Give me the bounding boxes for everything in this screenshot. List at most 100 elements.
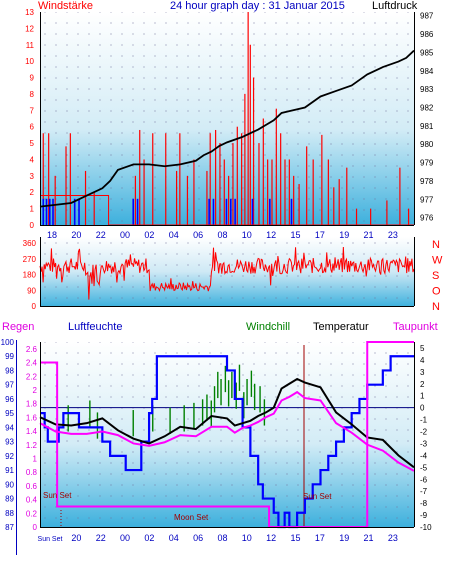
dewpoint-line	[39, 390, 415, 472]
wind-bars	[40, 12, 414, 226]
climate-x-tick-label: 08	[217, 533, 227, 543]
wind-x-tick-label: 20	[71, 230, 81, 240]
humidity-tick-label: 89	[5, 495, 14, 504]
humidity-tick-label: 94	[5, 423, 14, 432]
temperature-tick-label: 1	[420, 392, 425, 401]
climate-x-tick-label: 23	[388, 533, 398, 543]
dewpoint-label: Taupunkt	[393, 321, 438, 333]
climate-x-tick-label: 02	[144, 533, 154, 543]
rain-tick-label: 0.2	[26, 509, 38, 518]
humidity-tick-label: 92	[5, 452, 14, 461]
humidity-tick-label: 97	[5, 381, 14, 390]
pressure-tick-label: 982	[420, 103, 434, 112]
humidity-tick-label: 88	[5, 509, 14, 518]
temperature-label: Temperatur	[313, 321, 369, 333]
climate-x-tick-label: 12	[266, 533, 276, 543]
humidity-tick-label: 87	[5, 523, 14, 532]
rain-tick-label: 0	[33, 523, 38, 532]
humidity-tick-label: 91	[5, 466, 14, 475]
wind-tick-label: 6	[30, 123, 35, 132]
humidity-line	[40, 355, 414, 529]
wind-x-tick-label: 10	[242, 230, 252, 240]
rain-label: Regen	[2, 321, 34, 333]
wind-tick-label: 3	[30, 172, 35, 181]
wind-tick-label: 9	[30, 74, 35, 83]
pressure-tick-label: 980	[420, 140, 434, 149]
rain-tick-label: 1.4	[26, 427, 38, 436]
wind-x-tick-label: 17	[315, 230, 325, 240]
rain-tick-label: 1	[33, 454, 38, 463]
wind-tick-label: 13	[25, 8, 34, 17]
temperature-tick-label: -6	[420, 475, 428, 484]
wind-tick-label: 0	[30, 221, 35, 230]
rain-tick-label: 0.6	[26, 482, 38, 491]
rain-tick-label: 1.6	[26, 413, 38, 422]
climate-x-tick-label: 17	[315, 533, 325, 543]
direction-tick-label: 90	[27, 286, 36, 295]
chart-title: 24 hour graph day : 31 Januar 2015	[170, 0, 345, 12]
windchill-label: Windchill	[246, 321, 290, 333]
temperature-tick-label: -5	[420, 463, 428, 472]
pressure-tick-label: 987	[420, 12, 434, 21]
temperature-tick-label: -9	[420, 511, 428, 520]
wind-tick-label: 5	[30, 139, 35, 148]
rain-tick-label: 2.6	[26, 345, 38, 354]
rain-tick-label: 2.2	[26, 372, 38, 381]
temperature-tick-label: 4	[420, 356, 425, 365]
pressure-axis-label: Luftdruck	[372, 0, 418, 12]
climate-x-tick-label: 15	[290, 533, 300, 543]
direction-tick-label: 270	[23, 255, 37, 264]
wind-tick-label: 10	[25, 57, 34, 66]
temperature-tick-label: 2	[420, 380, 425, 389]
humidity-tick-label: 93	[5, 438, 14, 447]
temperature-tick-label: -3	[420, 439, 428, 448]
wind-x-tick-label: 15	[290, 230, 300, 240]
pressure-tick-label: 978	[420, 177, 434, 186]
wind-x-tick-label: 06	[193, 230, 203, 240]
pressure-tick-label: 986	[420, 30, 434, 39]
rain-tick-label: 1.2	[26, 441, 38, 450]
compass-label: N	[432, 239, 440, 251]
pressure-tick-label: 984	[420, 67, 434, 76]
pressure-tick-label: 985	[420, 48, 434, 57]
climate-x-tick-label: 00	[120, 533, 130, 543]
climate-x-tick-label: 19	[339, 533, 349, 543]
temperature-tick-label: -7	[420, 487, 428, 496]
wind-x-tick-label: 19	[339, 230, 349, 240]
compass-label: N	[432, 301, 440, 313]
wind-x-tick-label: 04	[169, 230, 179, 240]
annotation-sun-set-left: Sun Set	[43, 491, 72, 500]
rain-tick-label: 2.4	[26, 359, 38, 368]
wind-x-tick-label: 00	[120, 230, 130, 240]
temperature-tick-label: -4	[420, 451, 428, 460]
direction-tick-label: 360	[23, 239, 37, 248]
climate-x-tick-label: 20	[71, 533, 81, 543]
rain-tick-label: 2	[33, 386, 38, 395]
temperature-tick-label: -2	[420, 428, 428, 437]
wind-tick-label: 11	[26, 41, 35, 50]
wind-tick-label: 4	[30, 155, 35, 164]
temperature-tick-label: 3	[420, 368, 425, 377]
climate-x-tick-label: 04	[169, 533, 179, 543]
rain-tick-label: 0.8	[26, 468, 38, 477]
climate-panel: 8788899091929394959697989910000.20.40.60…	[1, 338, 432, 543]
pressure-tick-label: 983	[420, 85, 434, 94]
direction-tick-label: 180	[23, 271, 37, 280]
wind-x-tick-label: 02	[144, 230, 154, 240]
temperature-line	[39, 377, 415, 469]
humidity-tick-label: 95	[5, 409, 14, 418]
wind-pressure-panel: 0123456789101112139769779789799809819829…	[25, 8, 434, 240]
wind-axis-label: Windstärke	[38, 0, 93, 12]
compass-label: W	[432, 255, 443, 267]
direction-tick-label: 0	[32, 302, 37, 311]
temperature-tick-label: -10	[420, 523, 432, 532]
pressure-tick-label: 976	[420, 214, 434, 223]
pressure-line	[39, 49, 415, 208]
climate-x-tick-label: 10	[242, 533, 252, 543]
rain-tick-label: 1.8	[26, 400, 38, 409]
wind-x-tick-label: 08	[217, 230, 227, 240]
humidity-tick-label: 98	[5, 366, 14, 375]
